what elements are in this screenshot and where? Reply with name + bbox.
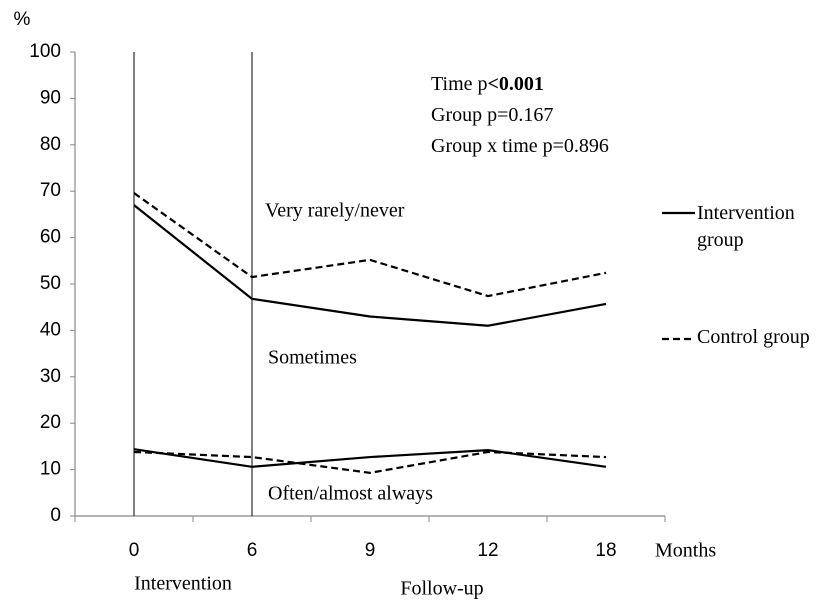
x-tick-label: 9 <box>365 540 376 561</box>
region-label: Sometimes <box>268 347 357 369</box>
series-line <box>133 192 607 298</box>
stats-part: Time p <box>431 73 488 95</box>
y-tick-label: 70 <box>40 180 61 201</box>
y-tick-label: 20 <box>40 412 61 433</box>
y-tick-label: 50 <box>40 273 61 294</box>
phase-label: Follow-up <box>400 578 483 600</box>
legend-label: Intervention group <box>697 202 795 251</box>
x-tick-label: 12 <box>477 540 498 561</box>
series-line <box>133 450 607 474</box>
series-line <box>133 448 607 468</box>
stats-part: <0.001 <box>488 73 544 95</box>
stats-part: Group p=0.167 <box>431 104 553 126</box>
region-label: Very rarely/never <box>265 200 405 222</box>
stats-text: Group p=0.167 <box>431 104 553 126</box>
y-tick-label: 90 <box>40 87 61 108</box>
x-axis-label: Months <box>655 540 716 562</box>
phase-label: Intervention <box>134 573 232 595</box>
y-tick-label: 100 <box>29 41 61 62</box>
x-tick-label: 6 <box>247 540 258 561</box>
y-tick-label: 40 <box>40 319 61 340</box>
x-tick-label: 18 <box>595 540 616 561</box>
y-tick-label: 30 <box>40 366 61 387</box>
series-line <box>133 204 607 327</box>
y-axis-label: % <box>14 9 31 30</box>
y-tick-label: 0 <box>50 505 61 526</box>
region-label: Often/almost always <box>268 483 433 505</box>
y-tick-label: 80 <box>40 134 61 155</box>
y-tick-label: 60 <box>40 227 61 248</box>
stats-text: Time p<0.001 <box>431 73 544 95</box>
y-tick-label: 10 <box>40 459 61 480</box>
legend-label: Control group <box>697 326 810 348</box>
stats-text: Group x time p=0.896 <box>431 135 609 157</box>
stats-part: Group x time p=0.896 <box>431 135 609 157</box>
x-tick-label: 0 <box>129 540 140 561</box>
